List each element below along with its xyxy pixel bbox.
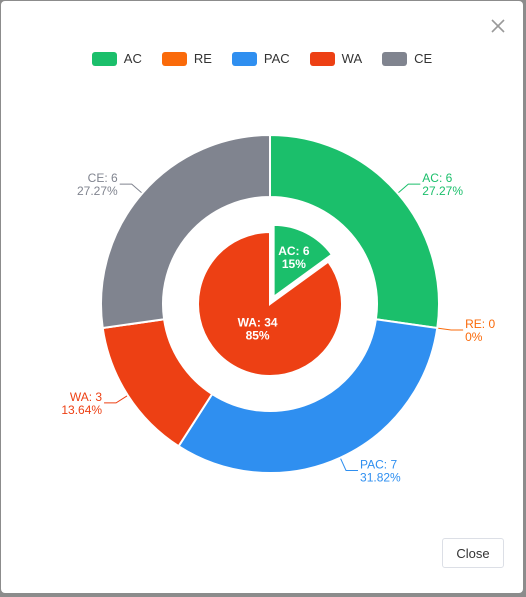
outer-slice-label: PAC: 7	[360, 457, 397, 471]
legend-item-re[interactable]: RE	[161, 51, 212, 66]
chart-legend: AC RE PAC WA CE	[1, 51, 523, 66]
outer-slice-ce[interactable]	[100, 133, 271, 330]
inner-slice-group: AC: 615%	[272, 223, 334, 299]
outer-slice-label: AC: 6	[422, 171, 452, 185]
inner-slice-percent: 15%	[282, 257, 306, 271]
outer-slice-label: WA: 3	[70, 390, 103, 404]
outer-slice-label: CE: 6	[88, 171, 118, 185]
close-button[interactable]: Close	[442, 538, 504, 568]
outer-slice-percent: 27.27%	[77, 184, 118, 198]
outer-slice-label: RE: 0	[465, 317, 495, 331]
outer-slice-percent: 0%	[465, 330, 483, 344]
legend-swatch	[161, 51, 187, 66]
label-leader-line	[398, 183, 421, 194]
close-icon[interactable]	[487, 15, 509, 37]
legend-label: AC	[123, 51, 142, 66]
outer-slice-percent: 31.82%	[360, 470, 401, 484]
outer-slice-pac[interactable]	[177, 318, 439, 474]
legend-item-wa[interactable]: WA	[309, 51, 363, 66]
label-leader-line	[119, 183, 142, 194]
legend-item-ce[interactable]: CE	[382, 51, 432, 66]
legend-swatch	[382, 51, 408, 66]
legend-swatch	[91, 51, 117, 66]
label-leader-line	[438, 327, 464, 331]
outer-slice-percent: 13.64%	[61, 403, 102, 417]
legend-label: PAC	[263, 51, 290, 66]
inner-slice-label: AC: 6	[278, 244, 310, 258]
legend-label: WA	[341, 51, 363, 66]
inner-slice-percent: 85%	[246, 328, 270, 342]
legend-item-pac[interactable]: PAC	[231, 51, 290, 66]
inner-slice-wa[interactable]	[197, 230, 343, 377]
inner-slice-label: WA: 34	[238, 315, 278, 329]
outer-slice-ac[interactable]	[269, 133, 440, 330]
legend-item-ac[interactable]: AC	[91, 51, 142, 66]
label-leader-line	[340, 458, 359, 471]
label-leader-line	[104, 395, 128, 404]
legend-swatch	[231, 51, 257, 66]
legend-label: RE	[193, 51, 212, 66]
legend-label: CE	[414, 51, 433, 66]
legend-swatch	[309, 51, 335, 66]
inner-slice-ac[interactable]	[272, 223, 334, 299]
outer-slice-percent: 27.27%	[422, 184, 463, 198]
